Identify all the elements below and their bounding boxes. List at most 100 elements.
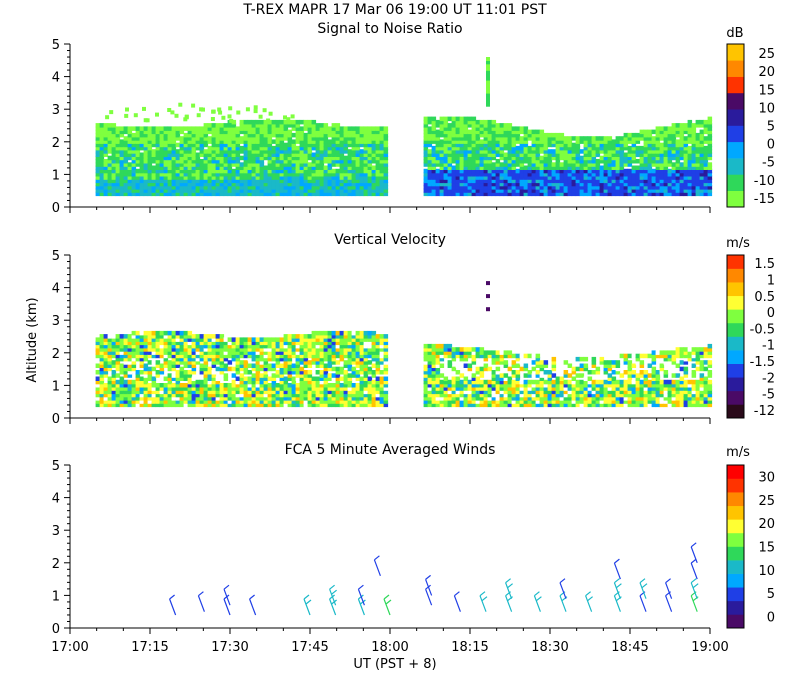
snr-cell bbox=[483, 162, 489, 167]
snr-cell bbox=[627, 168, 633, 174]
vv-cell bbox=[219, 343, 225, 349]
vv-cell bbox=[299, 379, 305, 385]
vv-cell bbox=[307, 334, 313, 339]
vv-cell bbox=[243, 343, 249, 349]
snr-cell bbox=[111, 172, 117, 177]
vv-cell bbox=[371, 370, 377, 375]
vv-cell bbox=[515, 373, 521, 378]
vv-cell bbox=[191, 386, 197, 391]
snr-cell bbox=[479, 123, 485, 128]
snr-cell bbox=[371, 175, 377, 180]
snr-cell bbox=[551, 136, 557, 141]
snr-cell bbox=[447, 123, 453, 128]
snr-cell bbox=[363, 175, 369, 180]
vv-cell bbox=[479, 353, 485, 359]
snr-cell bbox=[631, 165, 637, 170]
vv-cell bbox=[155, 360, 161, 365]
snr-cell bbox=[483, 123, 489, 128]
vv-cell bbox=[303, 340, 309, 346]
snr-cell bbox=[619, 175, 625, 180]
snr-cell bbox=[451, 188, 457, 193]
snr-cell bbox=[111, 185, 117, 190]
vv-cell bbox=[527, 383, 533, 388]
snr-cell bbox=[623, 145, 629, 151]
vv-cell bbox=[195, 337, 201, 342]
snr-cell bbox=[463, 136, 469, 141]
snr-cell bbox=[371, 149, 377, 154]
vv-cell bbox=[319, 379, 325, 385]
snr-cell bbox=[291, 119, 297, 125]
vv-cell bbox=[287, 396, 293, 401]
vv-cell bbox=[139, 337, 145, 342]
snr-cell bbox=[347, 175, 353, 180]
snr-cell bbox=[531, 162, 537, 167]
snr-cell bbox=[671, 145, 677, 151]
vv-cell bbox=[143, 350, 149, 355]
snr-cell bbox=[583, 172, 589, 177]
vv-cell bbox=[515, 383, 521, 388]
snr-cell bbox=[379, 191, 385, 197]
snr-cell bbox=[195, 152, 201, 157]
vv-cell bbox=[359, 360, 365, 365]
snr-cell bbox=[331, 152, 337, 157]
vv-cell bbox=[355, 340, 361, 346]
snr-cell bbox=[351, 129, 357, 135]
snr-cell bbox=[315, 159, 321, 164]
vv-cell bbox=[315, 353, 321, 359]
snr-cell bbox=[575, 139, 581, 144]
vv-cell bbox=[299, 340, 305, 346]
snr-cell bbox=[543, 149, 549, 154]
snr-cell bbox=[131, 132, 137, 138]
snr-cell bbox=[223, 139, 229, 144]
snr-cell bbox=[527, 172, 533, 177]
snr-cell bbox=[511, 159, 517, 164]
vv-cell bbox=[235, 370, 241, 375]
snr-cell bbox=[659, 172, 665, 177]
snr-cell bbox=[167, 152, 173, 157]
snr-cell bbox=[523, 175, 529, 180]
vv-cell bbox=[255, 402, 261, 408]
snr-cell bbox=[229, 118, 234, 123]
snr-cell bbox=[124, 113, 129, 118]
snr-cell bbox=[695, 178, 701, 184]
snr-cell bbox=[691, 145, 697, 151]
snr-cell bbox=[155, 172, 161, 177]
snr-cell bbox=[503, 129, 509, 135]
vv-cell bbox=[539, 396, 545, 401]
snr-cell bbox=[579, 155, 585, 161]
vv-cell bbox=[187, 330, 193, 336]
snr-cell bbox=[255, 142, 261, 148]
snr-cell bbox=[95, 155, 101, 161]
snr-cell bbox=[247, 123, 253, 128]
snr-cell bbox=[95, 162, 101, 167]
vv-cell bbox=[359, 337, 365, 342]
snr-cell bbox=[495, 139, 501, 144]
vv-cell bbox=[203, 340, 209, 346]
vv-cell bbox=[315, 334, 321, 339]
vv-cell bbox=[231, 353, 237, 359]
vv-cell bbox=[503, 399, 509, 404]
vv-cell bbox=[315, 389, 321, 395]
snr-cell bbox=[347, 191, 353, 197]
snr-cell bbox=[699, 178, 705, 184]
snr-cell bbox=[299, 181, 305, 187]
snr-cell bbox=[235, 175, 241, 180]
snr-cell bbox=[555, 185, 561, 190]
snr-cell bbox=[527, 165, 533, 170]
snr-cell bbox=[455, 126, 461, 131]
snr-cell bbox=[151, 175, 157, 180]
snr-cell bbox=[551, 172, 557, 177]
snr-cell bbox=[487, 162, 493, 167]
snr-cell bbox=[211, 152, 217, 157]
snr-cell bbox=[575, 181, 581, 187]
vv-cell bbox=[371, 386, 377, 391]
snr-cell bbox=[201, 107, 205, 112]
snr-cell bbox=[543, 142, 549, 148]
snr-cell bbox=[491, 165, 497, 170]
snr-cell bbox=[431, 116, 437, 122]
snr-cell bbox=[291, 185, 297, 190]
vv-cell bbox=[295, 337, 301, 342]
snr-cell bbox=[363, 181, 369, 187]
vv-cell bbox=[111, 386, 117, 391]
snr-cell bbox=[691, 159, 697, 164]
